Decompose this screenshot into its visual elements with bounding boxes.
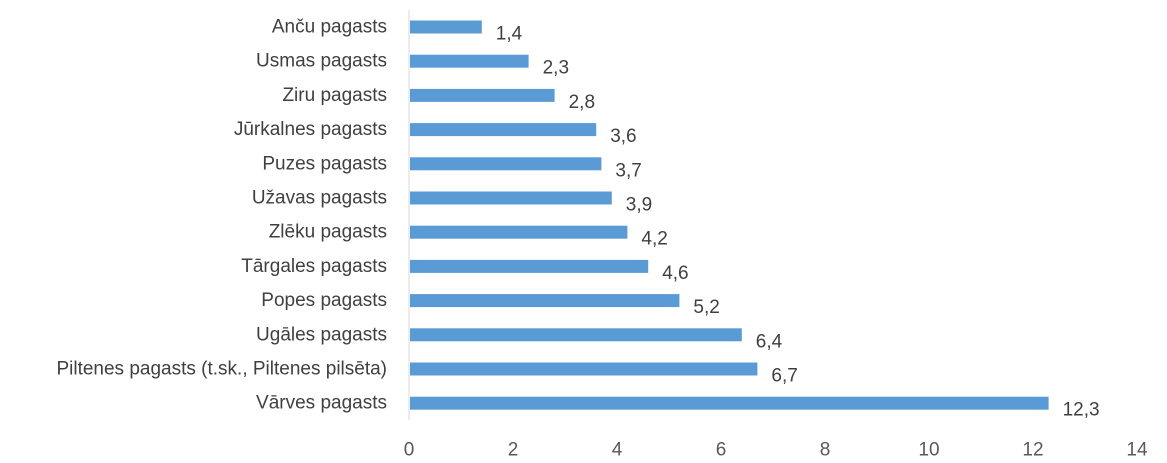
data-label: 6,4 (756, 331, 783, 352)
bar (410, 362, 758, 376)
bars (410, 20, 1049, 410)
data-label: 3,7 (615, 160, 641, 181)
data-label: 2,3 (543, 58, 569, 79)
x-tick-label: 14 (1126, 440, 1148, 461)
bar (410, 20, 482, 34)
data-label: 6,7 (771, 366, 797, 387)
bar (410, 225, 628, 239)
x-axis-tick-labels: 0 2 4 6 8 10 12 14 (404, 440, 1148, 461)
bar (410, 328, 742, 342)
category-label: Jūrkalnes pagasts (234, 119, 387, 140)
bar (410, 123, 597, 137)
x-tick-label: 6 (716, 440, 727, 461)
data-labels: 1,4 2,32,8 3,6 3,7 3,9 4,2 4,65,2 6,4 6,7 12,3 (496, 24, 1100, 421)
bar (410, 157, 602, 171)
bar (410, 191, 612, 205)
bar (410, 294, 680, 308)
x-tick-label: 8 (820, 440, 831, 461)
data-label: 4,6 (662, 263, 688, 284)
category-label: Užavas pagasts (252, 188, 387, 209)
x-tick-label: 2 (508, 440, 519, 461)
category-label: Ziru pagasts (282, 85, 387, 106)
category-label: Puzes pagasts (262, 153, 387, 174)
category-label: Anču pagasts (272, 17, 387, 38)
data-label: 5,2 (693, 297, 719, 318)
category-labels: Anču pagasts Usmas pagasts Ziru pagasts Jūr… (56, 17, 387, 414)
data-label: 2,8 (569, 92, 595, 113)
bar (410, 88, 555, 102)
category-label: Tārgales pagasts (241, 256, 387, 277)
category-label: Vārves pagasts (256, 393, 387, 414)
data-label: 1,4 (496, 24, 523, 45)
x-tick-label: 0 (404, 440, 415, 461)
category-label: Piltenes pagasts (t.sk., Piltenes pilsēt… (56, 359, 387, 380)
data-label: 12,3 (1063, 400, 1100, 421)
data-label: 3,9 (626, 195, 652, 216)
x-tick-label: 4 (612, 440, 623, 461)
bar (410, 396, 1049, 410)
data-label: 4,2 (641, 229, 667, 250)
x-tick-label: 10 (918, 440, 939, 461)
category-label: Popes pagasts (261, 290, 387, 311)
x-tick-label: 12 (1022, 440, 1043, 461)
bar (410, 54, 529, 68)
category-label: Usmas pagasts (256, 51, 387, 72)
data-label: 3,6 (610, 126, 636, 147)
bar (410, 259, 649, 273)
category-label: Ugāles pagasts (256, 324, 387, 345)
category-label: Zlēku pagasts (269, 222, 387, 243)
